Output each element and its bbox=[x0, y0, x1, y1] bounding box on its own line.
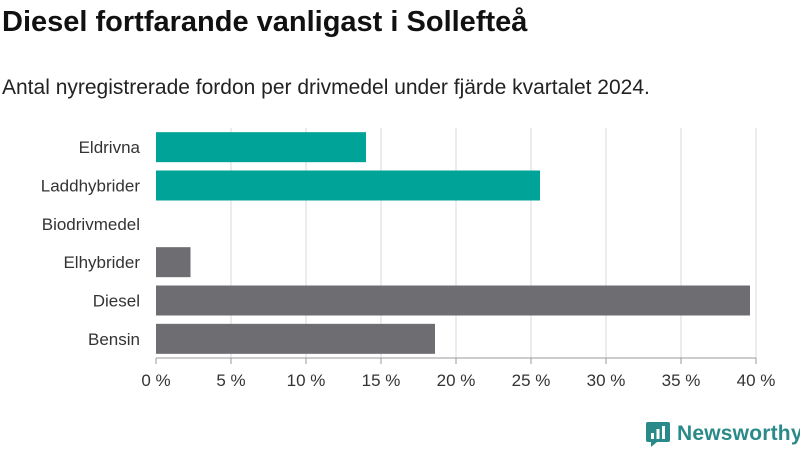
brand-name: Newsworthy bbox=[677, 422, 800, 445]
x-tick-label: 30 % bbox=[587, 371, 626, 390]
category-label: Bensin bbox=[88, 330, 140, 349]
chart-title: Diesel fortfarande vanligast i Sollefteå bbox=[2, 6, 528, 38]
category-label: Eldrivna bbox=[79, 138, 141, 157]
x-tick-label: 15 % bbox=[362, 371, 401, 390]
x-tick-label: 5 % bbox=[216, 371, 245, 390]
bar-diesel bbox=[156, 285, 750, 316]
x-tick-label: 10 % bbox=[287, 371, 326, 390]
category-label: Elhybrider bbox=[63, 253, 140, 272]
chart-subtitle: Antal nyregistrerade fordon per drivmede… bbox=[2, 76, 650, 99]
x-tick-label: 25 % bbox=[512, 371, 551, 390]
x-tick-label: 0 % bbox=[141, 371, 170, 390]
category-label: Biodrivmedel bbox=[42, 215, 140, 234]
brand: Newsworthy bbox=[645, 418, 800, 450]
x-tick-label: 35 % bbox=[662, 371, 701, 390]
x-tick-label: 40 % bbox=[737, 371, 776, 390]
bar-eldrivna bbox=[156, 132, 366, 163]
bar-elhybrider bbox=[156, 247, 191, 278]
bar-bensin bbox=[156, 323, 435, 354]
x-tick-label: 20 % bbox=[437, 371, 476, 390]
newsworthy-logo-icon bbox=[646, 422, 670, 447]
category-label: Laddhybrider bbox=[41, 177, 141, 196]
category-label: Diesel bbox=[93, 292, 140, 311]
bar-laddhybrider bbox=[156, 170, 540, 201]
